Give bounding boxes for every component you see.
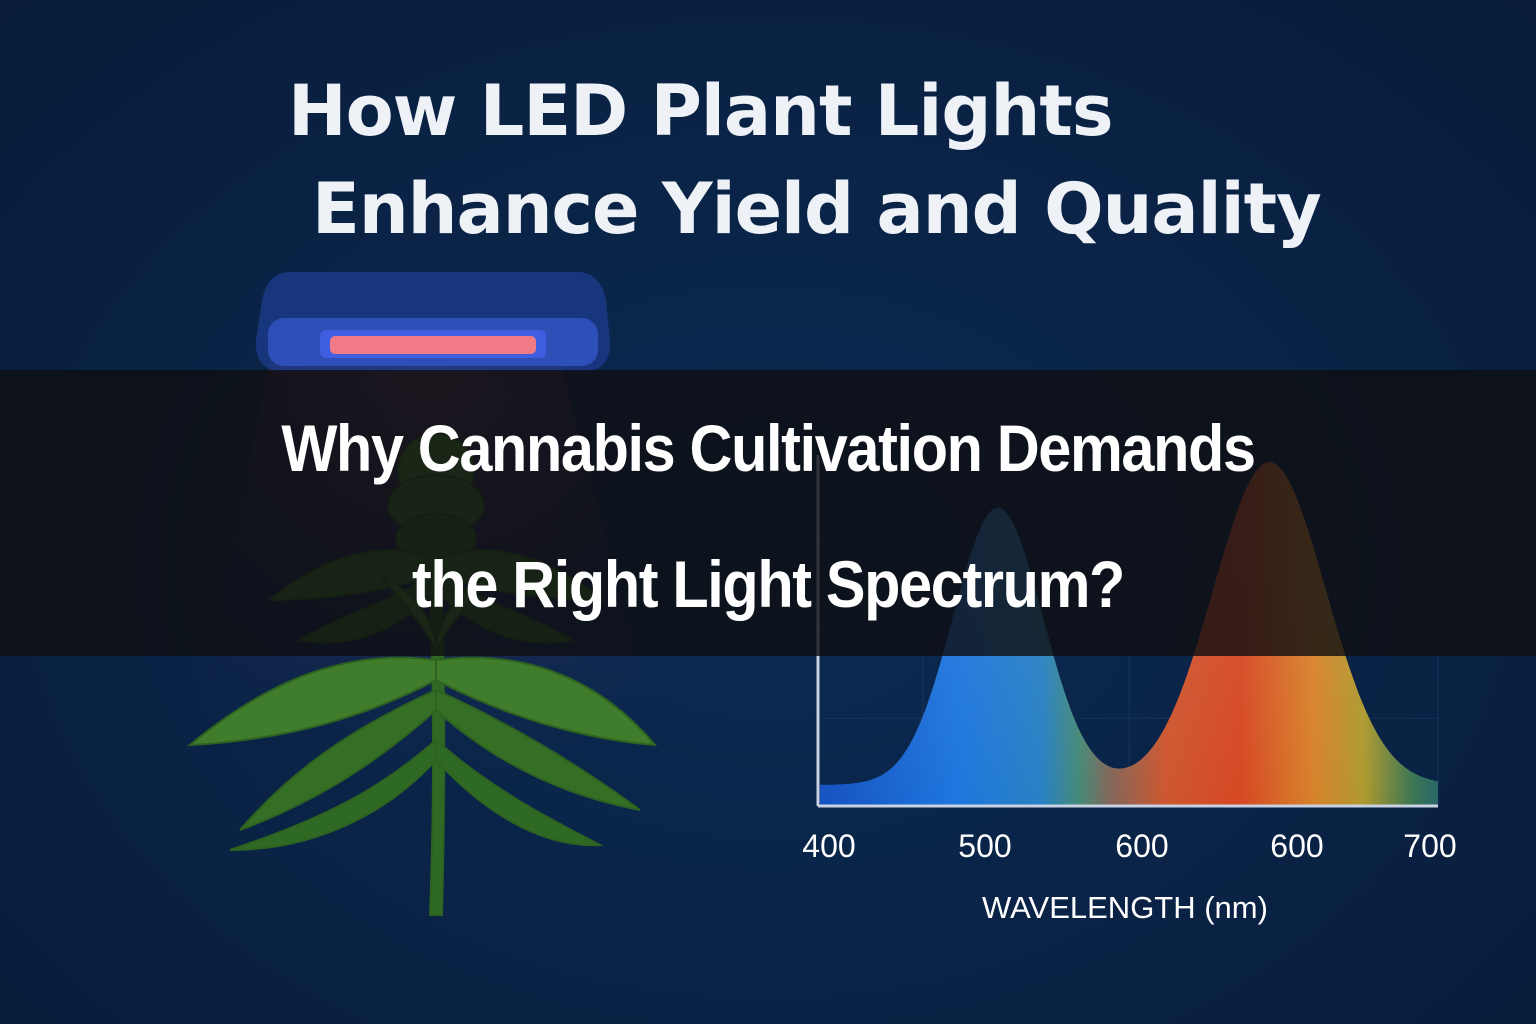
headline-line-2: the Right Light Spectrum? bbox=[411, 547, 1125, 621]
title-line-2: Enhance Yield and Quality bbox=[312, 168, 1322, 250]
x-tick-label: 600 bbox=[1115, 828, 1169, 864]
x-axis-label: WAVELENGTH (nm) bbox=[982, 890, 1268, 925]
x-tick-label: 700 bbox=[1403, 828, 1457, 864]
title-line-1: How LED Plant Lights bbox=[288, 70, 1113, 152]
headline-banner bbox=[0, 370, 1536, 656]
x-tick-label: 500 bbox=[958, 828, 1012, 864]
x-tick-label: 600 bbox=[1270, 828, 1324, 864]
headline-text: Why Cannabis Cultivation Demands the Rig… bbox=[0, 370, 1536, 656]
headline-line-1: Why Cannabis Cultivation Demands bbox=[281, 411, 1256, 485]
page-title: How LED Plant Lights Enhance Yield and Q… bbox=[0, 0, 1536, 260]
x-tick-label: 400 bbox=[802, 828, 856, 864]
led-grow-light-icon bbox=[255, 272, 611, 372]
